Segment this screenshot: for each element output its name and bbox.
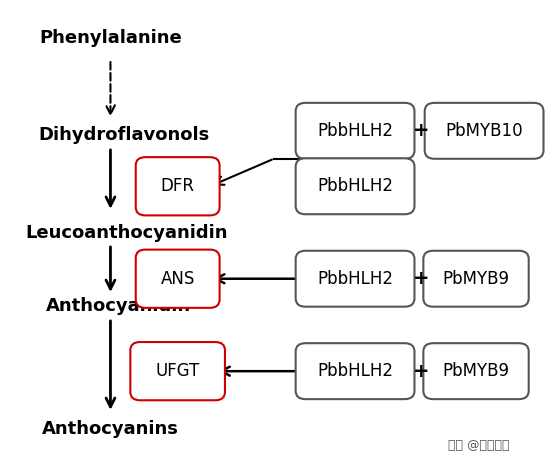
- Text: DFR: DFR: [161, 177, 195, 195]
- Text: PbMYB9: PbMYB9: [443, 270, 509, 288]
- FancyBboxPatch shape: [296, 251, 415, 307]
- FancyBboxPatch shape: [296, 158, 415, 214]
- Text: PbbHLH2: PbbHLH2: [317, 362, 393, 380]
- FancyBboxPatch shape: [424, 251, 529, 307]
- Text: UFGT: UFGT: [156, 362, 200, 380]
- FancyBboxPatch shape: [136, 157, 219, 215]
- Text: PbbHLH2: PbbHLH2: [317, 122, 393, 140]
- Text: PbMYB9: PbMYB9: [443, 362, 509, 380]
- Text: PbMYB10: PbMYB10: [446, 122, 523, 140]
- Text: Phenylalanine: Phenylalanine: [39, 29, 182, 47]
- Text: Anthocyanins: Anthocyanins: [42, 420, 179, 438]
- FancyBboxPatch shape: [130, 342, 225, 400]
- Text: +: +: [412, 362, 429, 381]
- FancyBboxPatch shape: [296, 103, 415, 159]
- Text: Anthocyanidin: Anthocyanidin: [46, 298, 191, 315]
- Text: Dihydroflavonols: Dihydroflavonols: [39, 126, 210, 145]
- Text: ANS: ANS: [161, 270, 195, 288]
- FancyBboxPatch shape: [136, 250, 219, 308]
- Text: PbbHLH2: PbbHLH2: [317, 270, 393, 288]
- Text: PbbHLH2: PbbHLH2: [317, 177, 393, 195]
- FancyBboxPatch shape: [425, 103, 543, 159]
- Text: 知乎 @植物科研: 知乎 @植物科研: [448, 438, 509, 452]
- FancyBboxPatch shape: [296, 343, 415, 399]
- Text: Leucoanthocyanidin: Leucoanthocyanidin: [25, 224, 228, 241]
- Text: +: +: [412, 269, 429, 288]
- FancyBboxPatch shape: [424, 343, 529, 399]
- Text: +: +: [412, 121, 429, 140]
